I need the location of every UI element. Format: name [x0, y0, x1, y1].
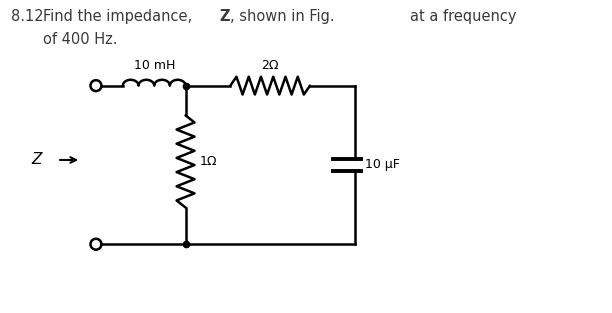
Text: , shown in Fig.: , shown in Fig. — [230, 9, 335, 24]
Text: at a frequency: at a frequency — [409, 9, 516, 24]
Text: 1Ω: 1Ω — [200, 155, 217, 168]
Text: 8.12: 8.12 — [12, 9, 44, 24]
Text: of 400 Hz.: of 400 Hz. — [43, 32, 118, 47]
Text: Find the impedance,: Find the impedance, — [43, 9, 197, 24]
Text: Z: Z — [31, 152, 42, 167]
Text: 10 mH: 10 mH — [133, 59, 175, 72]
Text: 10 μF: 10 μF — [365, 158, 400, 172]
Text: Z: Z — [219, 9, 230, 24]
Text: 2Ω: 2Ω — [261, 59, 279, 72]
